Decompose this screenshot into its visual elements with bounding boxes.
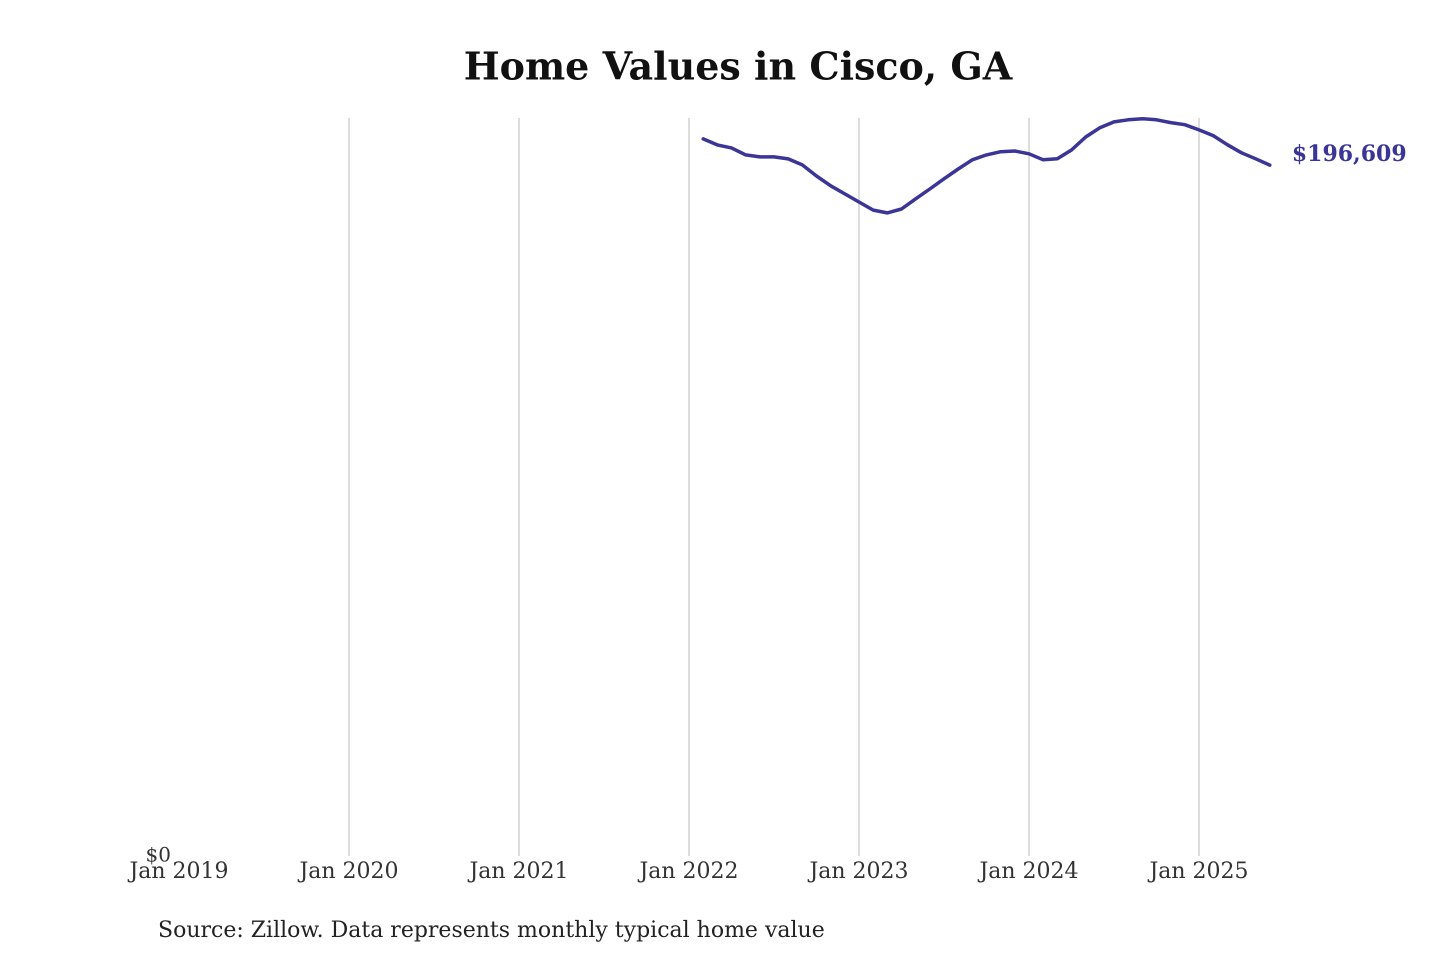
chart-title: Home Values in Cisco, GA [464,44,1013,89]
x-tick-label: Jan 2022 [637,859,738,884]
y-tick-label: $0 [146,843,171,867]
x-tick-label: Jan 2021 [467,859,568,884]
x-tick-label: Jan 2019 [127,859,228,884]
line [701,116,1272,215]
source-note: Source: Zillow. Data represents monthly … [158,918,825,943]
value-label: $196,609 [1292,141,1407,167]
x-tick-label: Jan 2023 [807,859,908,884]
x-tick-label: Jan 2024 [977,859,1078,884]
x-tick-label: Jan 2020 [297,859,398,884]
x-tick-label: Jan 2025 [1147,859,1248,884]
